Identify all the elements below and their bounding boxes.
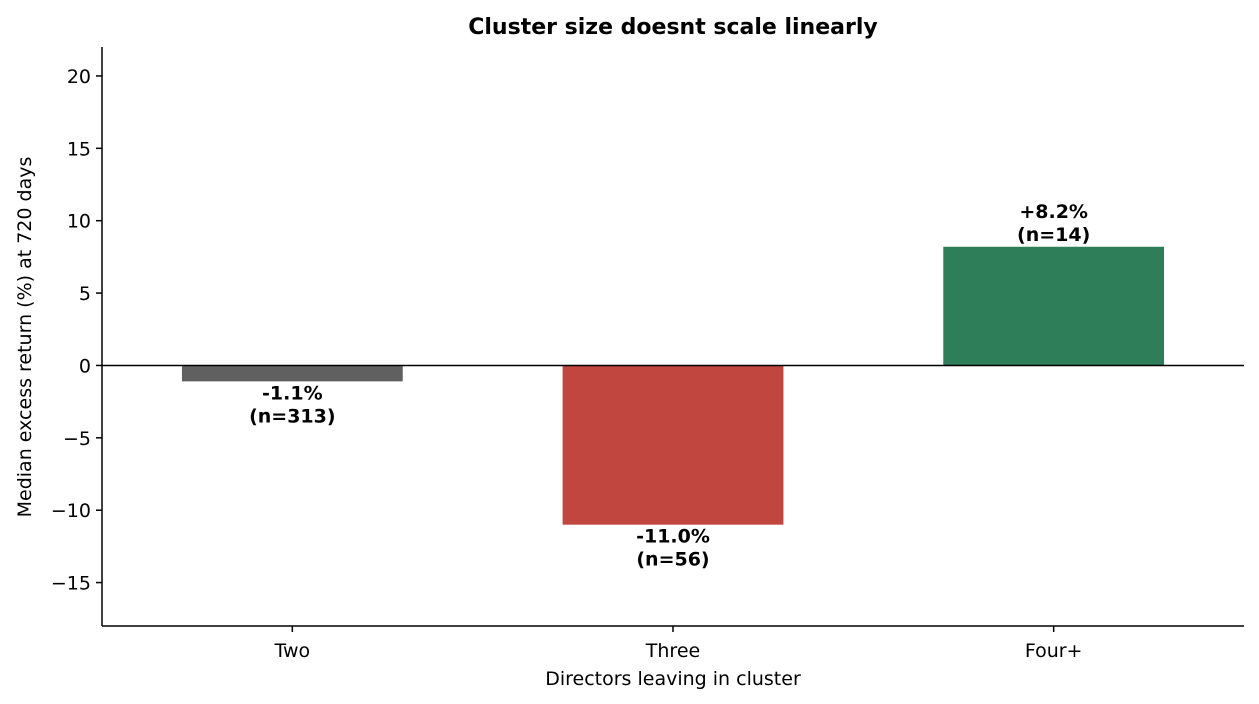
- y-tick-label: 20: [67, 66, 91, 88]
- x-tick-label: Three: [645, 640, 700, 662]
- data-label-value: -1.1%: [262, 382, 323, 404]
- y-tick-label: −5: [63, 428, 91, 450]
- y-tick-label: −15: [51, 573, 91, 595]
- y-tick-label: −10: [51, 500, 91, 522]
- x-axis-label: Directors leaving in cluster: [545, 668, 801, 690]
- chart-title: Cluster size doesnt scale linearly: [468, 15, 877, 40]
- x-tick-label: Four+: [1025, 640, 1083, 662]
- y-axis-label: Median excess return (%) at 720 days: [14, 157, 36, 518]
- y-tick-label: 15: [67, 138, 91, 160]
- y-tick-label: 10: [67, 211, 91, 233]
- bar-two: [181, 365, 403, 382]
- data-label-count: (n=14): [1017, 224, 1090, 246]
- y-tick-label: 5: [79, 283, 91, 305]
- x-tick-label: Two: [274, 640, 311, 662]
- data-label-count: (n=313): [249, 405, 335, 427]
- data-label-value: +8.2%: [1019, 201, 1088, 223]
- y-tick-label: 0: [79, 355, 91, 377]
- plot-area: −15 −10 −5 0 5 10 15 20 Two Three Four+ -1.1%(n=313…: [51, 47, 1244, 662]
- data-label-count: (n=56): [636, 549, 709, 571]
- bar-three: [562, 365, 784, 525]
- data-label-value: -11.0%: [636, 526, 710, 548]
- bar-four: [943, 246, 1165, 366]
